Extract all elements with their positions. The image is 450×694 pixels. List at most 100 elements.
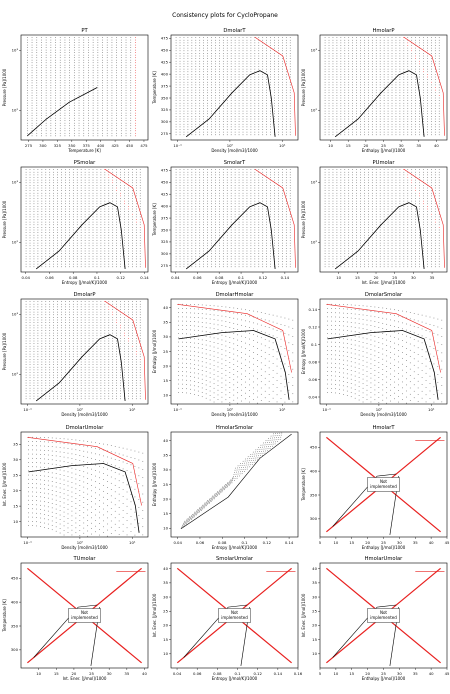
data-point: [195, 87, 196, 88]
data-point: [41, 206, 42, 207]
data-point: [93, 232, 94, 233]
data-point: [57, 230, 58, 231]
data-point: [400, 71, 401, 72]
data-point: [254, 100, 255, 101]
data-point: [41, 198, 42, 199]
data-point: [380, 37, 381, 38]
data-point: [195, 85, 196, 86]
data-point: [286, 127, 287, 128]
data-point: [36, 108, 37, 109]
data-point: [439, 95, 440, 96]
data-point: [180, 92, 181, 93]
data-point: [45, 185, 46, 186]
data-point: [223, 53, 224, 54]
data-point: [107, 75, 108, 76]
data-point: [97, 123, 98, 124]
data-point: [329, 129, 330, 130]
data-point: [135, 118, 136, 119]
data-point: [184, 198, 185, 199]
data-point: [53, 264, 54, 265]
data-point: [400, 43, 401, 44]
data-point: [207, 56, 208, 57]
data-point: [344, 56, 345, 57]
data-point: [211, 111, 212, 112]
data-point: [180, 82, 181, 83]
data-point: [69, 188, 70, 189]
data-point: [270, 50, 271, 51]
data-point: [274, 48, 275, 49]
data-point: [372, 111, 373, 112]
data-point: [333, 48, 334, 49]
data-point: [104, 193, 105, 194]
data-point: [427, 119, 428, 120]
data-point: [396, 98, 397, 99]
data-point: [439, 134, 440, 135]
data-point: [41, 188, 42, 189]
data-point: [411, 132, 412, 133]
data-point: [45, 217, 46, 218]
data-point: [26, 198, 27, 199]
data-point: [180, 198, 181, 199]
data-point: [368, 82, 369, 83]
data-point: [427, 69, 428, 70]
data-point: [235, 87, 236, 88]
data-point: [36, 95, 37, 96]
data-point: [107, 115, 108, 116]
data-point: [188, 92, 189, 93]
data-point: [337, 74, 338, 75]
data-point: [124, 177, 125, 178]
data-point: [53, 232, 54, 233]
data-point: [46, 118, 47, 119]
data-point: [107, 130, 108, 131]
data-point: [266, 43, 267, 44]
data-point: [121, 83, 122, 84]
data-point: [65, 175, 66, 176]
data-point: [97, 214, 98, 215]
data-point: [286, 61, 287, 62]
data-point: [121, 88, 122, 89]
data-point: [112, 77, 113, 78]
data-point: [368, 71, 369, 72]
data-point: [136, 185, 137, 186]
data-point: [101, 256, 102, 257]
data-point: [89, 256, 90, 257]
data-point: [27, 108, 28, 109]
data-point: [93, 188, 94, 189]
data-point: [376, 92, 377, 93]
data-point: [184, 251, 185, 252]
data-point: [32, 50, 33, 51]
data-point: [73, 211, 74, 212]
data-point: [439, 108, 440, 109]
data-point: [435, 113, 436, 114]
data-point: [364, 66, 365, 67]
data-point: [290, 58, 291, 59]
data-point: [427, 129, 428, 130]
data-point: [396, 90, 397, 91]
data-point: [112, 95, 113, 96]
data-point: [243, 108, 244, 109]
data-point: [41, 93, 42, 94]
data-point: [431, 43, 432, 44]
data-point: [108, 240, 109, 241]
data-point: [97, 182, 98, 183]
data-point: [195, 235, 196, 236]
data-point: [128, 193, 129, 194]
data-point: [368, 66, 369, 67]
data-point: [49, 227, 50, 228]
data-point: [101, 203, 102, 204]
data-point: [176, 180, 177, 181]
data-point: [180, 217, 181, 218]
data-point: [419, 64, 420, 65]
data-point: [60, 120, 61, 121]
data-point: [79, 75, 80, 76]
data-point: [352, 87, 353, 88]
data-point: [356, 92, 357, 93]
data-point: [262, 108, 263, 109]
data-point: [49, 266, 50, 267]
data-point: [266, 77, 267, 78]
data-point: [121, 65, 122, 66]
data-point: [50, 77, 51, 78]
data-point: [286, 85, 287, 86]
data-point: [69, 203, 70, 204]
data-point: [83, 95, 84, 96]
